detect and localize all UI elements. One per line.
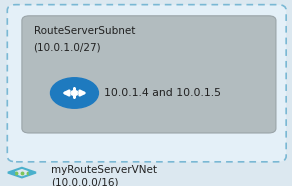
FancyBboxPatch shape: [22, 16, 276, 133]
Text: RouteServerSubnet: RouteServerSubnet: [34, 26, 135, 36]
Text: (10.0.0.0/16): (10.0.0.0/16): [51, 178, 119, 186]
Text: myRouteServerVNet: myRouteServerVNet: [51, 165, 157, 175]
Circle shape: [51, 78, 98, 108]
FancyBboxPatch shape: [7, 5, 286, 162]
Text: 10.0.1.4 and 10.0.1.5: 10.0.1.4 and 10.0.1.5: [104, 88, 221, 98]
Text: (10.0.1.0/27): (10.0.1.0/27): [34, 42, 101, 52]
